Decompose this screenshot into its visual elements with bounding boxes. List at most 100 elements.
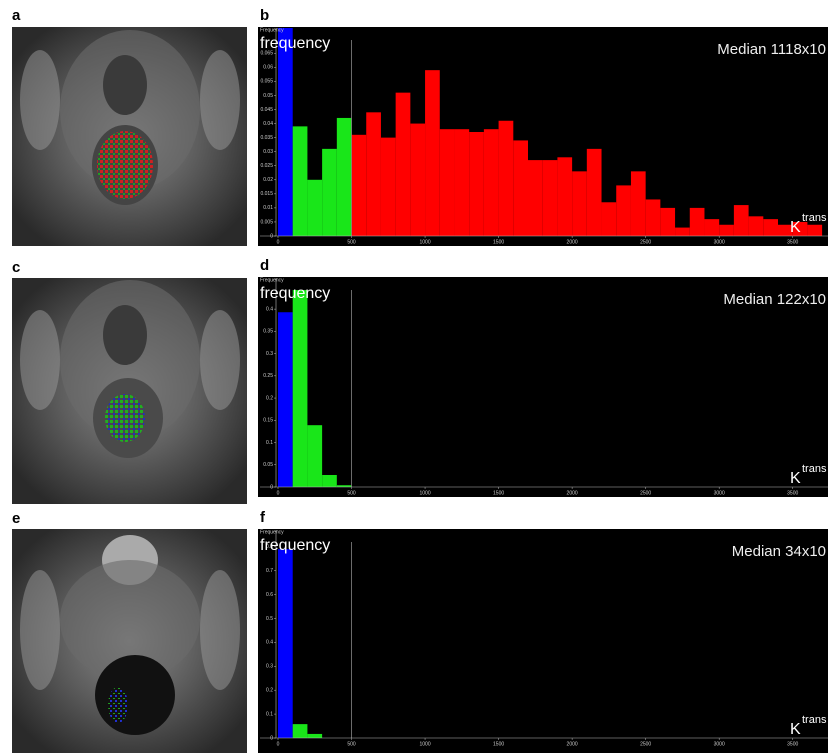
x-axis-label: K [790, 470, 801, 487]
y-tick-label: 0.055 [260, 79, 273, 85]
plot-background [258, 529, 828, 753]
x-tick-label: 3000 [714, 239, 725, 245]
bar [631, 171, 646, 236]
y-tick-label: 0.5 [266, 616, 273, 622]
x-tick-label: 2500 [640, 490, 651, 496]
panel-label: b [260, 7, 269, 24]
x-axis-label-sup: trans [802, 463, 827, 475]
x-axis-label: K [790, 219, 801, 236]
x-tick-label: 0 [277, 741, 280, 747]
x-tick-label: 3500 [787, 490, 798, 496]
bar [484, 129, 499, 236]
mri-image [12, 529, 247, 753]
axis-caption: Frequency [260, 277, 284, 283]
bar [381, 138, 396, 236]
y-tick-label: 0.005 [260, 219, 273, 225]
bar [322, 149, 337, 236]
bar [293, 290, 308, 487]
bar [440, 129, 455, 236]
x-tick-label: 1000 [419, 490, 430, 496]
annotation: Median 1118x10 [717, 41, 826, 58]
bar [543, 160, 558, 236]
y-tick-label: 0.035 [260, 135, 273, 141]
x-tick-label: 2500 [640, 741, 651, 747]
bar [719, 225, 734, 236]
bar [337, 118, 352, 236]
x-axis-label: K [790, 721, 801, 738]
bar [469, 132, 484, 236]
x-tick-label: 500 [347, 239, 356, 245]
bar [278, 312, 293, 487]
bar [807, 225, 822, 236]
y-tick-label: 0.2 [266, 395, 273, 401]
figure: a c e b00.0050.010.0150.020.0250.030.035… [0, 0, 828, 753]
bar [293, 126, 308, 236]
panel-label: d [260, 257, 269, 274]
x-tick-label: 3500 [787, 741, 798, 747]
y-tick-label: 0.01 [263, 205, 273, 211]
bar [278, 549, 293, 738]
y-tick-label: 0.025 [260, 163, 273, 169]
bar [425, 70, 440, 236]
bar [293, 724, 308, 738]
annotation: Median 122x10 [723, 291, 826, 308]
panel-label: e [12, 510, 20, 527]
bar [513, 140, 528, 236]
y-tick-label: 0.3 [266, 351, 273, 357]
x-tick-label: 3000 [714, 490, 725, 496]
y-tick-label: 0.06 [263, 65, 273, 71]
x-tick-label: 1500 [493, 239, 504, 245]
bar [616, 185, 631, 236]
x-axis-label-sup: trans [802, 212, 827, 224]
y-tick-label: 0.04 [263, 121, 273, 127]
x-tick-label: 3500 [787, 239, 798, 245]
y-tick-label: 0.1 [266, 711, 273, 717]
y-axis-label: frequency [260, 35, 330, 52]
bar [602, 202, 617, 236]
y-tick-label: 0.6 [266, 592, 273, 598]
y-tick-label: 0.015 [260, 191, 273, 197]
x-tick-label: 1000 [419, 239, 430, 245]
y-tick-label: 0 [270, 484, 273, 490]
bar [704, 219, 719, 236]
y-tick-label: 0 [270, 735, 273, 741]
mri-image [12, 278, 247, 504]
x-tick-label: 1500 [493, 741, 504, 747]
plot-background [258, 277, 828, 497]
x-tick-label: 2000 [567, 239, 578, 245]
x-tick-label: 2000 [567, 741, 578, 747]
bar [763, 219, 778, 236]
bar [499, 121, 514, 236]
bar [660, 208, 675, 236]
y-tick-label: 0.15 [263, 418, 273, 424]
y-tick-label: 0.25 [263, 373, 273, 379]
mri-image [12, 27, 247, 246]
bar [278, 28, 293, 236]
x-tick-label: 1500 [493, 490, 504, 496]
y-tick-label: 0.03 [263, 149, 273, 155]
x-tick-label: 500 [347, 490, 356, 496]
y-tick-label: 0.7 [266, 568, 273, 574]
x-tick-label: 2500 [640, 239, 651, 245]
bar [366, 112, 381, 236]
bar [307, 180, 322, 236]
bar [734, 205, 749, 236]
bar [410, 124, 425, 236]
bar [557, 157, 572, 236]
bar [646, 199, 661, 236]
panel-label: c [12, 259, 20, 276]
bar [572, 171, 587, 236]
y-axis-label: frequency [260, 285, 330, 302]
y-tick-label: 0.1 [266, 440, 273, 446]
x-tick-label: 0 [277, 490, 280, 496]
x-tick-label: 500 [347, 741, 356, 747]
bar [307, 734, 322, 738]
y-tick-label: 0.05 [263, 462, 273, 468]
x-tick-label: 0 [277, 239, 280, 245]
y-tick-label: 0.2 [266, 688, 273, 694]
y-tick-label: 0.3 [266, 664, 273, 670]
bar [587, 149, 602, 236]
x-axis-label-sup: trans [802, 714, 827, 726]
bar [690, 208, 705, 236]
bar [322, 475, 337, 487]
